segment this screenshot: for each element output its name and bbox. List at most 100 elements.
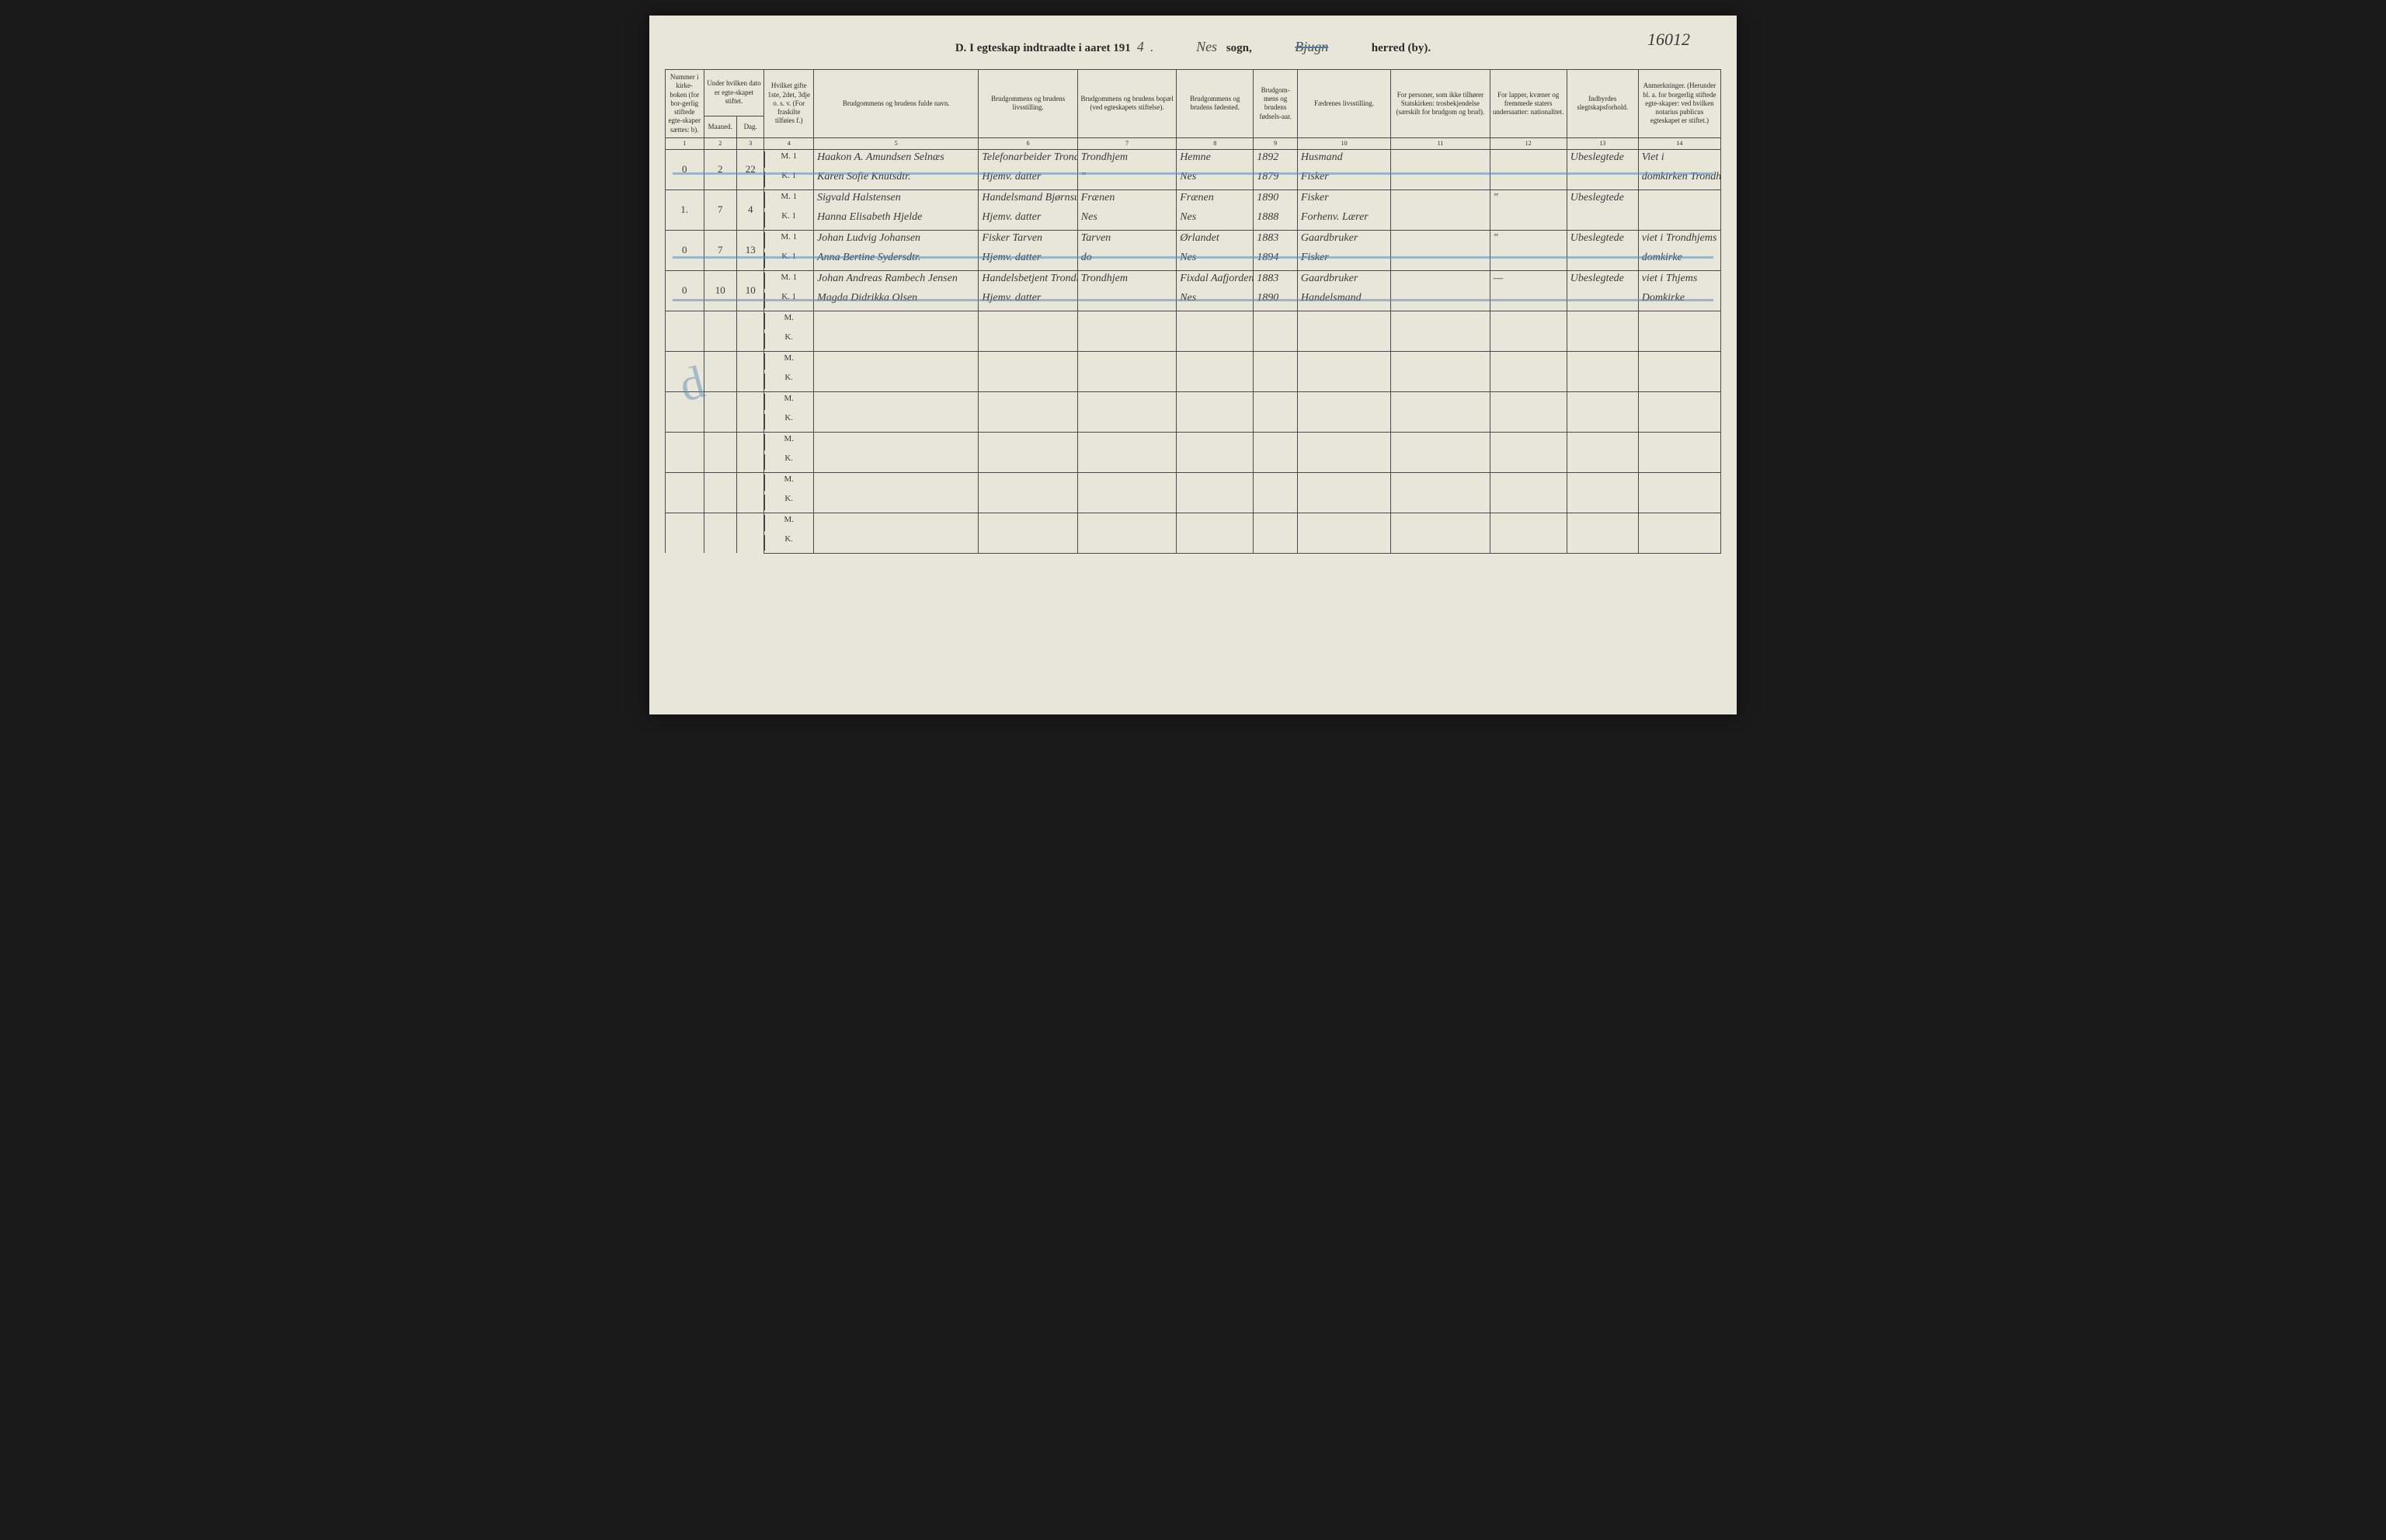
entry-number [666,311,704,351]
confession [1391,149,1490,169]
nationality: " [1490,189,1567,210]
father-occupation: Fisker [1297,250,1390,270]
entry-number: 0 [666,230,704,270]
cell [1638,412,1720,432]
month [704,391,736,432]
residence: Tarven [1077,230,1176,250]
cell [1490,371,1567,391]
table-row: K. [666,533,1721,553]
cell [1254,412,1298,432]
cell [1638,391,1720,412]
col-header-3: Dag. [737,116,764,137]
cell [1297,492,1390,513]
birth-year: 1879 [1254,169,1298,189]
kinship [1567,210,1638,230]
mk-label: K. [764,452,814,472]
cell [1567,452,1638,472]
birthplace: Nes [1177,250,1254,270]
remarks: domkirke [1638,250,1720,270]
remarks: viet i Thjems [1638,270,1720,290]
cell [1490,533,1567,553]
cell [1567,311,1638,331]
confession [1391,290,1490,311]
father-occupation: Fisker [1297,189,1390,210]
father-occupation: Handelsmand [1297,290,1390,311]
kinship: Ubeslegtede [1567,230,1638,250]
col-header-12: For lapper, kvæner og fremmede staters u… [1490,70,1567,138]
mk-label: M. [764,391,814,412]
colnum: 11 [1391,137,1490,149]
cell [1490,432,1567,452]
colnum: 2 [704,137,736,149]
residence [1077,290,1176,311]
father-occupation: Gaardbruker [1297,270,1390,290]
day: 10 [737,270,764,311]
col-header-13: Indbyrdes slegtskapsforhold. [1567,70,1638,138]
cell [1391,371,1490,391]
month [704,513,736,553]
column-numbers-row: 1 2 3 4 5 6 7 8 9 10 11 12 13 14 [666,137,1721,149]
cell [1177,351,1254,371]
table-body: 0 2 22 M. 1 Haakon A. Amundsen Selnæs Te… [666,149,1721,553]
table-row: M. [666,513,1721,533]
nationality [1490,149,1567,169]
full-name: Haakon A. Amundsen Selnæs [814,149,979,169]
cell [1077,351,1176,371]
cell [1391,331,1490,351]
colnum: 13 [1567,137,1638,149]
cell [1177,371,1254,391]
table-row: K. [666,492,1721,513]
month: 2 [704,149,736,189]
table-row: K. [666,371,1721,391]
cell [1077,331,1176,351]
cell [1177,492,1254,513]
nationality [1490,290,1567,311]
table-row: K. [666,331,1721,351]
nationality: — [1490,270,1567,290]
cell [1297,351,1390,371]
cell [1254,331,1298,351]
day: 22 [737,149,764,189]
cell [1077,432,1176,452]
table-row: M. [666,472,1721,492]
cell [1638,311,1720,331]
handwritten-page-number: 16012 [1647,30,1690,50]
full-name: Magda Didrikka Olsen [814,290,979,311]
cell [1490,331,1567,351]
col-header-9: Brudgom-mens og brudens fødsels-aar. [1254,70,1298,138]
cell [979,432,1077,452]
cell [1254,311,1298,331]
day: 13 [737,230,764,270]
residence: " [1077,169,1176,189]
sogn-value: Nes [1190,39,1223,54]
cell [1177,432,1254,452]
colnum: 5 [814,137,979,149]
colnum: 14 [1638,137,1720,149]
page-title-row: D. I egteskap indtraadte i aaret 1914. N… [665,39,1721,55]
day [737,432,764,472]
cell [1638,492,1720,513]
col-header-2g: Under hvilken dato er egte-skapet stifte… [704,70,764,116]
cell [1391,452,1490,472]
cell [1490,472,1567,492]
herred-label: herred (by). [1372,42,1431,54]
col-header-7: Brudgommens og brudens bopæl (ved egtesk… [1077,70,1176,138]
month [704,432,736,472]
cell [1077,371,1176,391]
cell [1254,432,1298,452]
day [737,391,764,432]
day: 4 [737,189,764,230]
occupation: Handelsmand Bjørnsund Romsd. [979,189,1077,210]
cell [1567,432,1638,452]
remarks: Domkirke [1638,290,1720,311]
cell [1254,472,1298,492]
mk-label: K. 1 [764,210,814,230]
day [737,351,764,391]
cell [1077,492,1176,513]
nationality: " [1490,230,1567,250]
residence: Trondhjem [1077,149,1176,169]
cell [1077,452,1176,472]
cell [1391,533,1490,553]
month: 7 [704,230,736,270]
mk-label: K. [764,533,814,553]
